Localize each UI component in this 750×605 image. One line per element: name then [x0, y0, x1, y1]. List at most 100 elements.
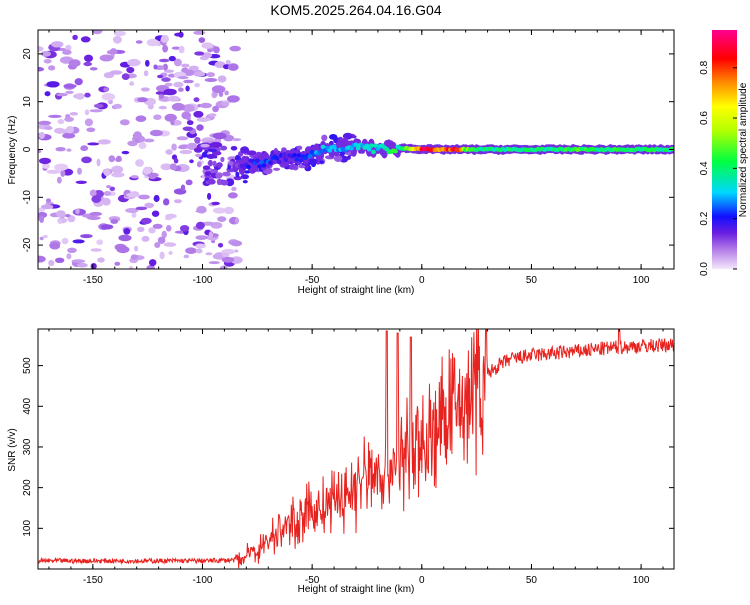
noise-blob	[211, 201, 220, 206]
noise-blob	[171, 46, 181, 50]
noise-blob	[90, 248, 102, 252]
noise-blob	[89, 189, 97, 197]
transition-blob	[210, 168, 219, 174]
transition-blob	[240, 146, 250, 154]
noise-blob	[140, 217, 152, 225]
colorbar-tick-label: 0.8	[699, 60, 710, 74]
noise-blob	[185, 179, 193, 186]
transition-blob	[242, 180, 248, 184]
noise-blob	[212, 207, 226, 214]
noise-blob	[121, 73, 130, 80]
noise-blob	[91, 195, 102, 204]
noise-blob	[182, 126, 194, 132]
noise-blob	[84, 92, 91, 98]
noise-blob	[193, 71, 206, 77]
ridge-core	[257, 164, 262, 169]
noise-blob	[212, 105, 220, 113]
ridge-core	[327, 148, 333, 153]
noise-blob	[177, 76, 189, 80]
noise-blob	[110, 219, 119, 224]
noise-blob	[195, 243, 207, 249]
noise-blob	[43, 59, 52, 64]
noise-blob	[185, 85, 190, 92]
ridge-core	[366, 147, 372, 152]
noise-blob	[81, 156, 92, 164]
snr-trace	[38, 329, 674, 569]
transition-blob	[321, 134, 328, 141]
noise-blob	[64, 116, 74, 122]
noise-blob	[153, 114, 162, 120]
noise-blob	[142, 166, 153, 175]
noise-blob	[217, 243, 224, 248]
noise-blob	[179, 149, 193, 155]
noise-blob	[194, 136, 201, 144]
noise-blob	[186, 120, 194, 126]
transition-blob	[207, 179, 216, 185]
noise-blob	[68, 59, 81, 67]
noise-blob	[205, 252, 213, 256]
noise-blob	[164, 82, 173, 87]
transition-blob	[329, 134, 338, 140]
noise-blob	[138, 194, 150, 200]
noise-blob	[62, 132, 76, 139]
snr-ytick-label: 200	[22, 479, 33, 496]
noise-blob	[75, 93, 85, 100]
noise-blob	[49, 242, 61, 250]
snr-ticks: -150 -100 -50 0 50 100 100 200 300 400 500	[22, 329, 674, 586]
noise-blob	[46, 169, 61, 174]
noise-blob	[223, 206, 234, 215]
noise-blob	[56, 210, 66, 218]
noise-blob	[123, 228, 131, 235]
ridge-core	[276, 159, 282, 165]
noise-blob	[195, 248, 203, 254]
noise-blob	[48, 259, 55, 267]
noise-blob	[149, 259, 157, 267]
transition-blob	[334, 155, 343, 162]
noise-blob	[144, 202, 155, 209]
transition-blob	[216, 178, 222, 186]
noise-blob	[221, 101, 230, 107]
ridge-core	[254, 158, 260, 163]
noise-blob	[179, 225, 190, 232]
noise-blob	[48, 114, 62, 118]
noise-blob	[158, 94, 165, 99]
transition-blob	[298, 164, 306, 169]
noise-blob	[74, 78, 83, 86]
transition-blob	[220, 145, 228, 151]
noise-blob	[160, 34, 169, 43]
snr-xtick-label: -50	[305, 575, 320, 586]
ridge-core	[274, 156, 280, 161]
ridge-core	[369, 143, 374, 148]
spectrogram-xtick-label: 0	[419, 275, 425, 286]
noise-blob	[41, 163, 50, 169]
colorbar-tick-label: 0.4	[699, 161, 710, 175]
noise-blob	[44, 91, 51, 97]
noise-blob	[48, 65, 56, 71]
spectrogram-ytick-label: -10	[22, 190, 33, 205]
noise-blob	[110, 48, 117, 55]
noise-blob	[165, 216, 172, 221]
noise-blob	[89, 109, 103, 113]
ridge-core	[331, 144, 337, 149]
noise-blob	[130, 254, 138, 260]
noise-blob	[178, 87, 184, 92]
transition-blob	[201, 151, 208, 158]
noise-blob	[86, 127, 96, 133]
noise-blob	[195, 221, 205, 230]
ridge-core	[294, 157, 300, 162]
transition-blob	[319, 160, 324, 164]
noise-blob	[186, 116, 191, 121]
ridge-core	[364, 143, 370, 148]
noise-blob	[134, 245, 139, 252]
noise-blob	[97, 257, 105, 263]
noise-blob	[212, 132, 227, 140]
noise-blob	[137, 97, 148, 103]
noise-blob	[178, 45, 185, 54]
transition-blob	[220, 156, 225, 163]
noise-blob	[72, 34, 78, 41]
noise-blob	[83, 61, 92, 67]
noise-blob	[57, 176, 62, 184]
noise-blob	[38, 66, 45, 72]
noise-blob	[39, 132, 45, 139]
spectrogram-ytick-label: 0	[22, 146, 33, 152]
